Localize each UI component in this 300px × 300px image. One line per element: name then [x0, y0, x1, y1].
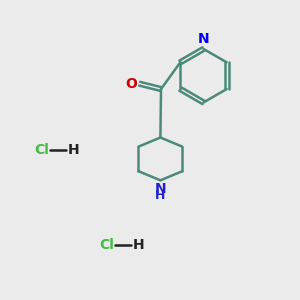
Text: H: H	[133, 238, 144, 252]
Text: N: N	[198, 32, 209, 46]
Text: O: O	[125, 77, 136, 91]
Text: Cl: Cl	[100, 238, 114, 252]
Text: H: H	[68, 143, 79, 157]
Text: H: H	[155, 189, 166, 202]
Text: N: N	[154, 182, 166, 196]
Text: Cl: Cl	[34, 143, 49, 157]
